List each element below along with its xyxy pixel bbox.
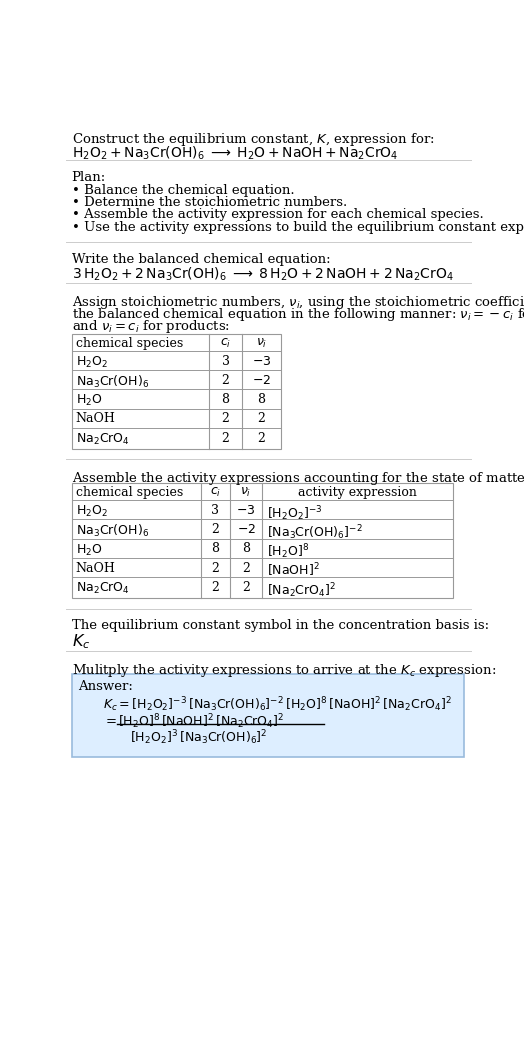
- Text: • Balance the chemical equation.: • Balance the chemical equation.: [72, 184, 294, 197]
- Text: 2: 2: [242, 562, 250, 575]
- Text: 2: 2: [242, 581, 250, 595]
- Text: $\mathrm{H_2O_2}$: $\mathrm{H_2O_2}$: [75, 504, 107, 519]
- Text: 3: 3: [212, 504, 220, 517]
- Text: $c_i$: $c_i$: [220, 337, 231, 350]
- Text: • Use the activity expressions to build the equilibrium constant expression.: • Use the activity expressions to build …: [72, 221, 524, 234]
- Text: the balanced chemical equation in the following manner: $\nu_i = -c_i$ for react: the balanced chemical equation in the fo…: [72, 306, 524, 323]
- Text: 2: 2: [258, 432, 266, 444]
- Text: activity expression: activity expression: [298, 486, 417, 500]
- Text: $\mathrm{H_2O}$: $\mathrm{H_2O}$: [75, 542, 102, 558]
- Text: 2: 2: [212, 581, 220, 595]
- Text: 8: 8: [222, 393, 230, 406]
- Text: $\mathrm{Na_3Cr(OH)_6}$: $\mathrm{Na_3Cr(OH)_6}$: [75, 373, 149, 390]
- Text: $[\mathrm{Na_3Cr(OH)_6}]^{-2}$: $[\mathrm{Na_3Cr(OH)_6}]^{-2}$: [267, 524, 363, 542]
- Text: 8: 8: [258, 393, 266, 406]
- Text: $[\mathrm{H_2O}]^{8}$: $[\mathrm{H_2O}]^{8}$: [267, 542, 309, 561]
- Text: $K_c = [\mathrm{H_2O_2}]^{-3}\,[\mathrm{Na_3Cr(OH)_6}]^{-2}\,[\mathrm{H_2O}]^{8}: $K_c = [\mathrm{H_2O_2}]^{-3}\,[\mathrm{…: [103, 696, 452, 714]
- Text: $\mathrm{Na_2CrO_4}$: $\mathrm{Na_2CrO_4}$: [75, 432, 129, 446]
- Text: $\nu_i$: $\nu_i$: [241, 486, 252, 500]
- Text: 2: 2: [222, 373, 230, 387]
- Bar: [72, 334, 281, 448]
- Text: Plan:: Plan:: [72, 171, 106, 184]
- Text: Construct the equilibrium constant, $K$, expression for:: Construct the equilibrium constant, $K$,…: [72, 131, 434, 148]
- Text: $c_i$: $c_i$: [210, 486, 221, 500]
- Text: $\nu_i$: $\nu_i$: [256, 337, 267, 350]
- Text: 8: 8: [212, 542, 220, 556]
- Text: $\mathrm{H_2O}$: $\mathrm{H_2O}$: [75, 393, 102, 408]
- Text: $=$: $=$: [103, 712, 117, 726]
- Text: $[\mathrm{H_2O}]^{8}\,[\mathrm{NaOH}]^{2}\,[\mathrm{Na_2CrO_4}]^{2}$: $[\mathrm{H_2O}]^{8}\,[\mathrm{NaOH}]^{2…: [118, 712, 285, 730]
- Text: $-3$: $-3$: [252, 355, 271, 367]
- Text: $K_c$: $K_c$: [72, 633, 90, 651]
- Text: $[\mathrm{H_2O_2}]^{3}\,[\mathrm{Na_3Cr(OH)_6}]^{2}$: $[\mathrm{H_2O_2}]^{3}\,[\mathrm{Na_3Cr(…: [130, 728, 267, 747]
- Text: Answer:: Answer:: [78, 680, 133, 694]
- Text: $[\mathrm{NaOH}]^{2}$: $[\mathrm{NaOH}]^{2}$: [267, 562, 320, 579]
- Text: $[\mathrm{H_2O_2}]^{-3}$: $[\mathrm{H_2O_2}]^{-3}$: [267, 504, 322, 523]
- Text: $[\mathrm{Na_2CrO_4}]^{2}$: $[\mathrm{Na_2CrO_4}]^{2}$: [267, 581, 336, 600]
- Text: $-2$: $-2$: [252, 373, 271, 387]
- Text: • Determine the stoichiometric numbers.: • Determine the stoichiometric numbers.: [72, 196, 347, 209]
- Text: 2: 2: [222, 432, 230, 444]
- Text: chemical species: chemical species: [75, 337, 183, 349]
- Text: $\mathrm{3\,H_2O_2 + 2\,Na_3Cr(OH)_6 \;\longrightarrow\; 8\,H_2O + 2\,NaOH + 2\,: $\mathrm{3\,H_2O_2 + 2\,Na_3Cr(OH)_6 \;\…: [72, 266, 454, 284]
- Text: 2: 2: [222, 412, 230, 426]
- Text: $\mathrm{H_2O_2 + Na_3Cr(OH)_6 \;\longrightarrow\; H_2O + NaOH + Na_2CrO_4}$: $\mathrm{H_2O_2 + Na_3Cr(OH)_6 \;\longri…: [72, 144, 398, 162]
- Text: $-2$: $-2$: [236, 524, 256, 536]
- Bar: [72, 483, 453, 598]
- Text: Assign stoichiometric numbers, $\nu_i$, using the stoichiometric coefficients, $: Assign stoichiometric numbers, $\nu_i$, …: [72, 294, 524, 311]
- Text: $\mathrm{H_2O_2}$: $\mathrm{H_2O_2}$: [75, 355, 107, 369]
- Text: 2: 2: [212, 524, 220, 536]
- Text: $\mathrm{Na_2CrO_4}$: $\mathrm{Na_2CrO_4}$: [75, 581, 129, 597]
- Text: 3: 3: [222, 355, 230, 367]
- FancyBboxPatch shape: [72, 674, 464, 757]
- Text: • Assemble the activity expression for each chemical species.: • Assemble the activity expression for e…: [72, 209, 484, 221]
- Text: $\mathrm{Na_3Cr(OH)_6}$: $\mathrm{Na_3Cr(OH)_6}$: [75, 524, 149, 539]
- Text: NaOH: NaOH: [75, 562, 115, 575]
- Text: Mulitply the activity expressions to arrive at the $K_c$ expression:: Mulitply the activity expressions to arr…: [72, 662, 496, 679]
- Text: 8: 8: [242, 542, 250, 556]
- Text: and $\nu_i = c_i$ for products:: and $\nu_i = c_i$ for products:: [72, 318, 230, 336]
- Text: The equilibrium constant symbol in the concentration basis is:: The equilibrium constant symbol in the c…: [72, 620, 489, 632]
- Text: $-3$: $-3$: [236, 504, 256, 517]
- Text: Assemble the activity expressions accounting for the state of matter and $\nu_i$: Assemble the activity expressions accoun…: [72, 470, 524, 487]
- Text: NaOH: NaOH: [75, 412, 115, 426]
- Text: chemical species: chemical species: [75, 486, 183, 500]
- Text: Write the balanced chemical equation:: Write the balanced chemical equation:: [72, 253, 330, 266]
- Text: 2: 2: [258, 412, 266, 426]
- Text: 2: 2: [212, 562, 220, 575]
